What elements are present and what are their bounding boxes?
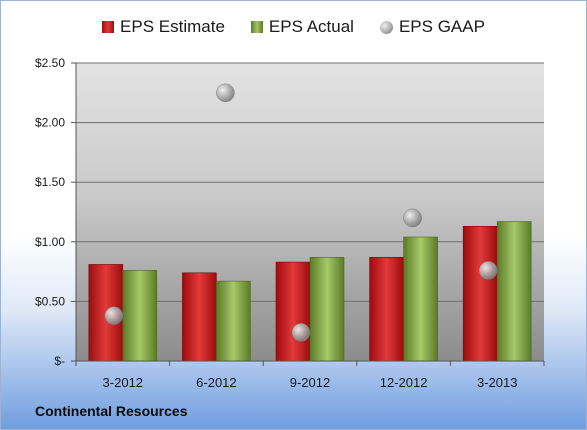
y-tick-label: $2.00 xyxy=(35,116,65,130)
legend-swatch-gaap xyxy=(379,20,393,34)
legend-item-actual: EPS Actual xyxy=(250,17,354,37)
legend-label-gaap: EPS GAAP xyxy=(398,17,485,36)
bar-eps-actual xyxy=(216,280,251,362)
bar-eps-estimate xyxy=(369,256,404,362)
gaap-markers xyxy=(104,83,498,342)
y-tick-label: $0.50 xyxy=(35,294,65,308)
marker-eps-gaap xyxy=(216,83,235,103)
y-axis: $- $0.50 $1.00 $1.50 $2.00 $2.50 xyxy=(35,56,77,368)
legend-label-actual: EPS Actual xyxy=(268,17,354,36)
x-tick-label: 12-2012 xyxy=(380,375,428,390)
marker-eps-gaap xyxy=(291,323,311,342)
y-tick-label: $1.50 xyxy=(35,175,65,189)
x-tick-label: 9-2012 xyxy=(290,375,330,390)
x-axis: 3-2012 6-2012 9-2012 12-2012 3-2013 xyxy=(75,360,545,390)
bar-eps-actual xyxy=(122,270,158,362)
bar-eps-estimate xyxy=(275,261,311,362)
legend-swatch-estimate xyxy=(102,21,115,33)
x-tick-label: 3-2012 xyxy=(103,375,143,390)
bar-eps-estimate xyxy=(182,272,217,362)
bars xyxy=(88,221,532,362)
eps-chart: $- $0.50 $1.00 $1.50 $2.00 $2.50 3-2012 6-2012… xyxy=(35,56,545,390)
y-tick-label: $- xyxy=(54,354,65,368)
marker-eps-gaap xyxy=(478,261,498,280)
x-tick-label: 3-2013 xyxy=(477,375,517,390)
bar-eps-estimate xyxy=(462,226,498,362)
bar-eps-actual xyxy=(309,256,345,362)
y-tick-label: $1.00 xyxy=(35,235,65,249)
marker-eps-gaap xyxy=(104,306,124,325)
legend-label-estimate: EPS Estimate xyxy=(120,17,225,36)
y-tick-label: $2.50 xyxy=(35,56,65,70)
bar-eps-actual xyxy=(496,221,532,362)
legend-item-estimate: EPS Estimate xyxy=(102,17,225,37)
bar-eps-actual xyxy=(403,236,438,362)
legend-swatch-actual xyxy=(250,21,263,33)
company-name: Continental Resources xyxy=(35,403,188,419)
marker-eps-gaap xyxy=(403,208,422,228)
chart-legend: EPS Estimate EPS Actual EPS GAAP xyxy=(1,17,586,37)
legend-item-gaap: EPS GAAP xyxy=(379,17,485,37)
x-tick-label: 6-2012 xyxy=(196,375,236,390)
